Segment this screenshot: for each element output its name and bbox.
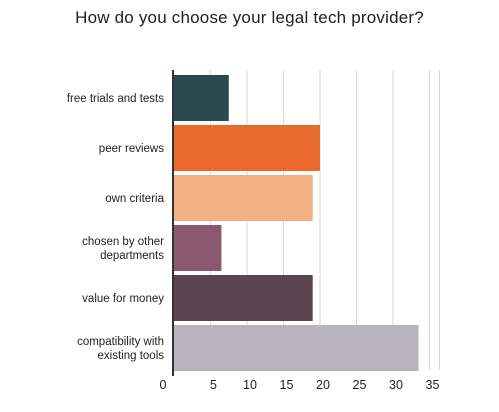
category-label-line: existing tools — [98, 350, 165, 362]
category-label-line: chosen by other — [82, 236, 164, 248]
category-label: own criteria — [105, 193, 164, 205]
category-label-line: free trials and tests — [67, 93, 164, 105]
category-label: free trials and tests — [67, 93, 164, 105]
bar — [174, 175, 313, 221]
bar — [174, 275, 313, 321]
bar — [174, 75, 229, 121]
x-tick-label: 15 — [280, 378, 294, 392]
x-tick-label: 20 — [316, 378, 330, 392]
x-tick-label: 5 — [210, 378, 217, 392]
bar — [174, 325, 419, 371]
category-label-line: value for money — [82, 293, 164, 305]
category-label-line: compatibility with — [77, 336, 164, 348]
category-label: value for money — [82, 293, 164, 305]
category-labels: free trials and tests peer reviews own cri… — [67, 93, 165, 362]
bar — [174, 225, 222, 271]
chart-title: How do you choose your legal tech provid… — [75, 8, 424, 27]
bar — [174, 125, 320, 171]
category-label: chosen by other departments — [82, 236, 164, 262]
x-tick-label: 35 — [426, 378, 440, 392]
category-label: compatibility with existing tools — [77, 336, 164, 362]
x-tick-label: 0 — [160, 378, 167, 392]
x-tick-label: 30 — [389, 378, 403, 392]
x-tick-label: 10 — [243, 378, 257, 392]
category-label-line: own criteria — [105, 193, 164, 205]
x-tick-labels: 0 5 10 15 20 25 30 35 — [160, 378, 440, 392]
x-tick-label: 25 — [353, 378, 367, 392]
category-label-line: departments — [100, 250, 164, 262]
category-label-line: peer reviews — [99, 143, 164, 155]
bars — [174, 75, 419, 371]
category-label: peer reviews — [99, 143, 164, 155]
